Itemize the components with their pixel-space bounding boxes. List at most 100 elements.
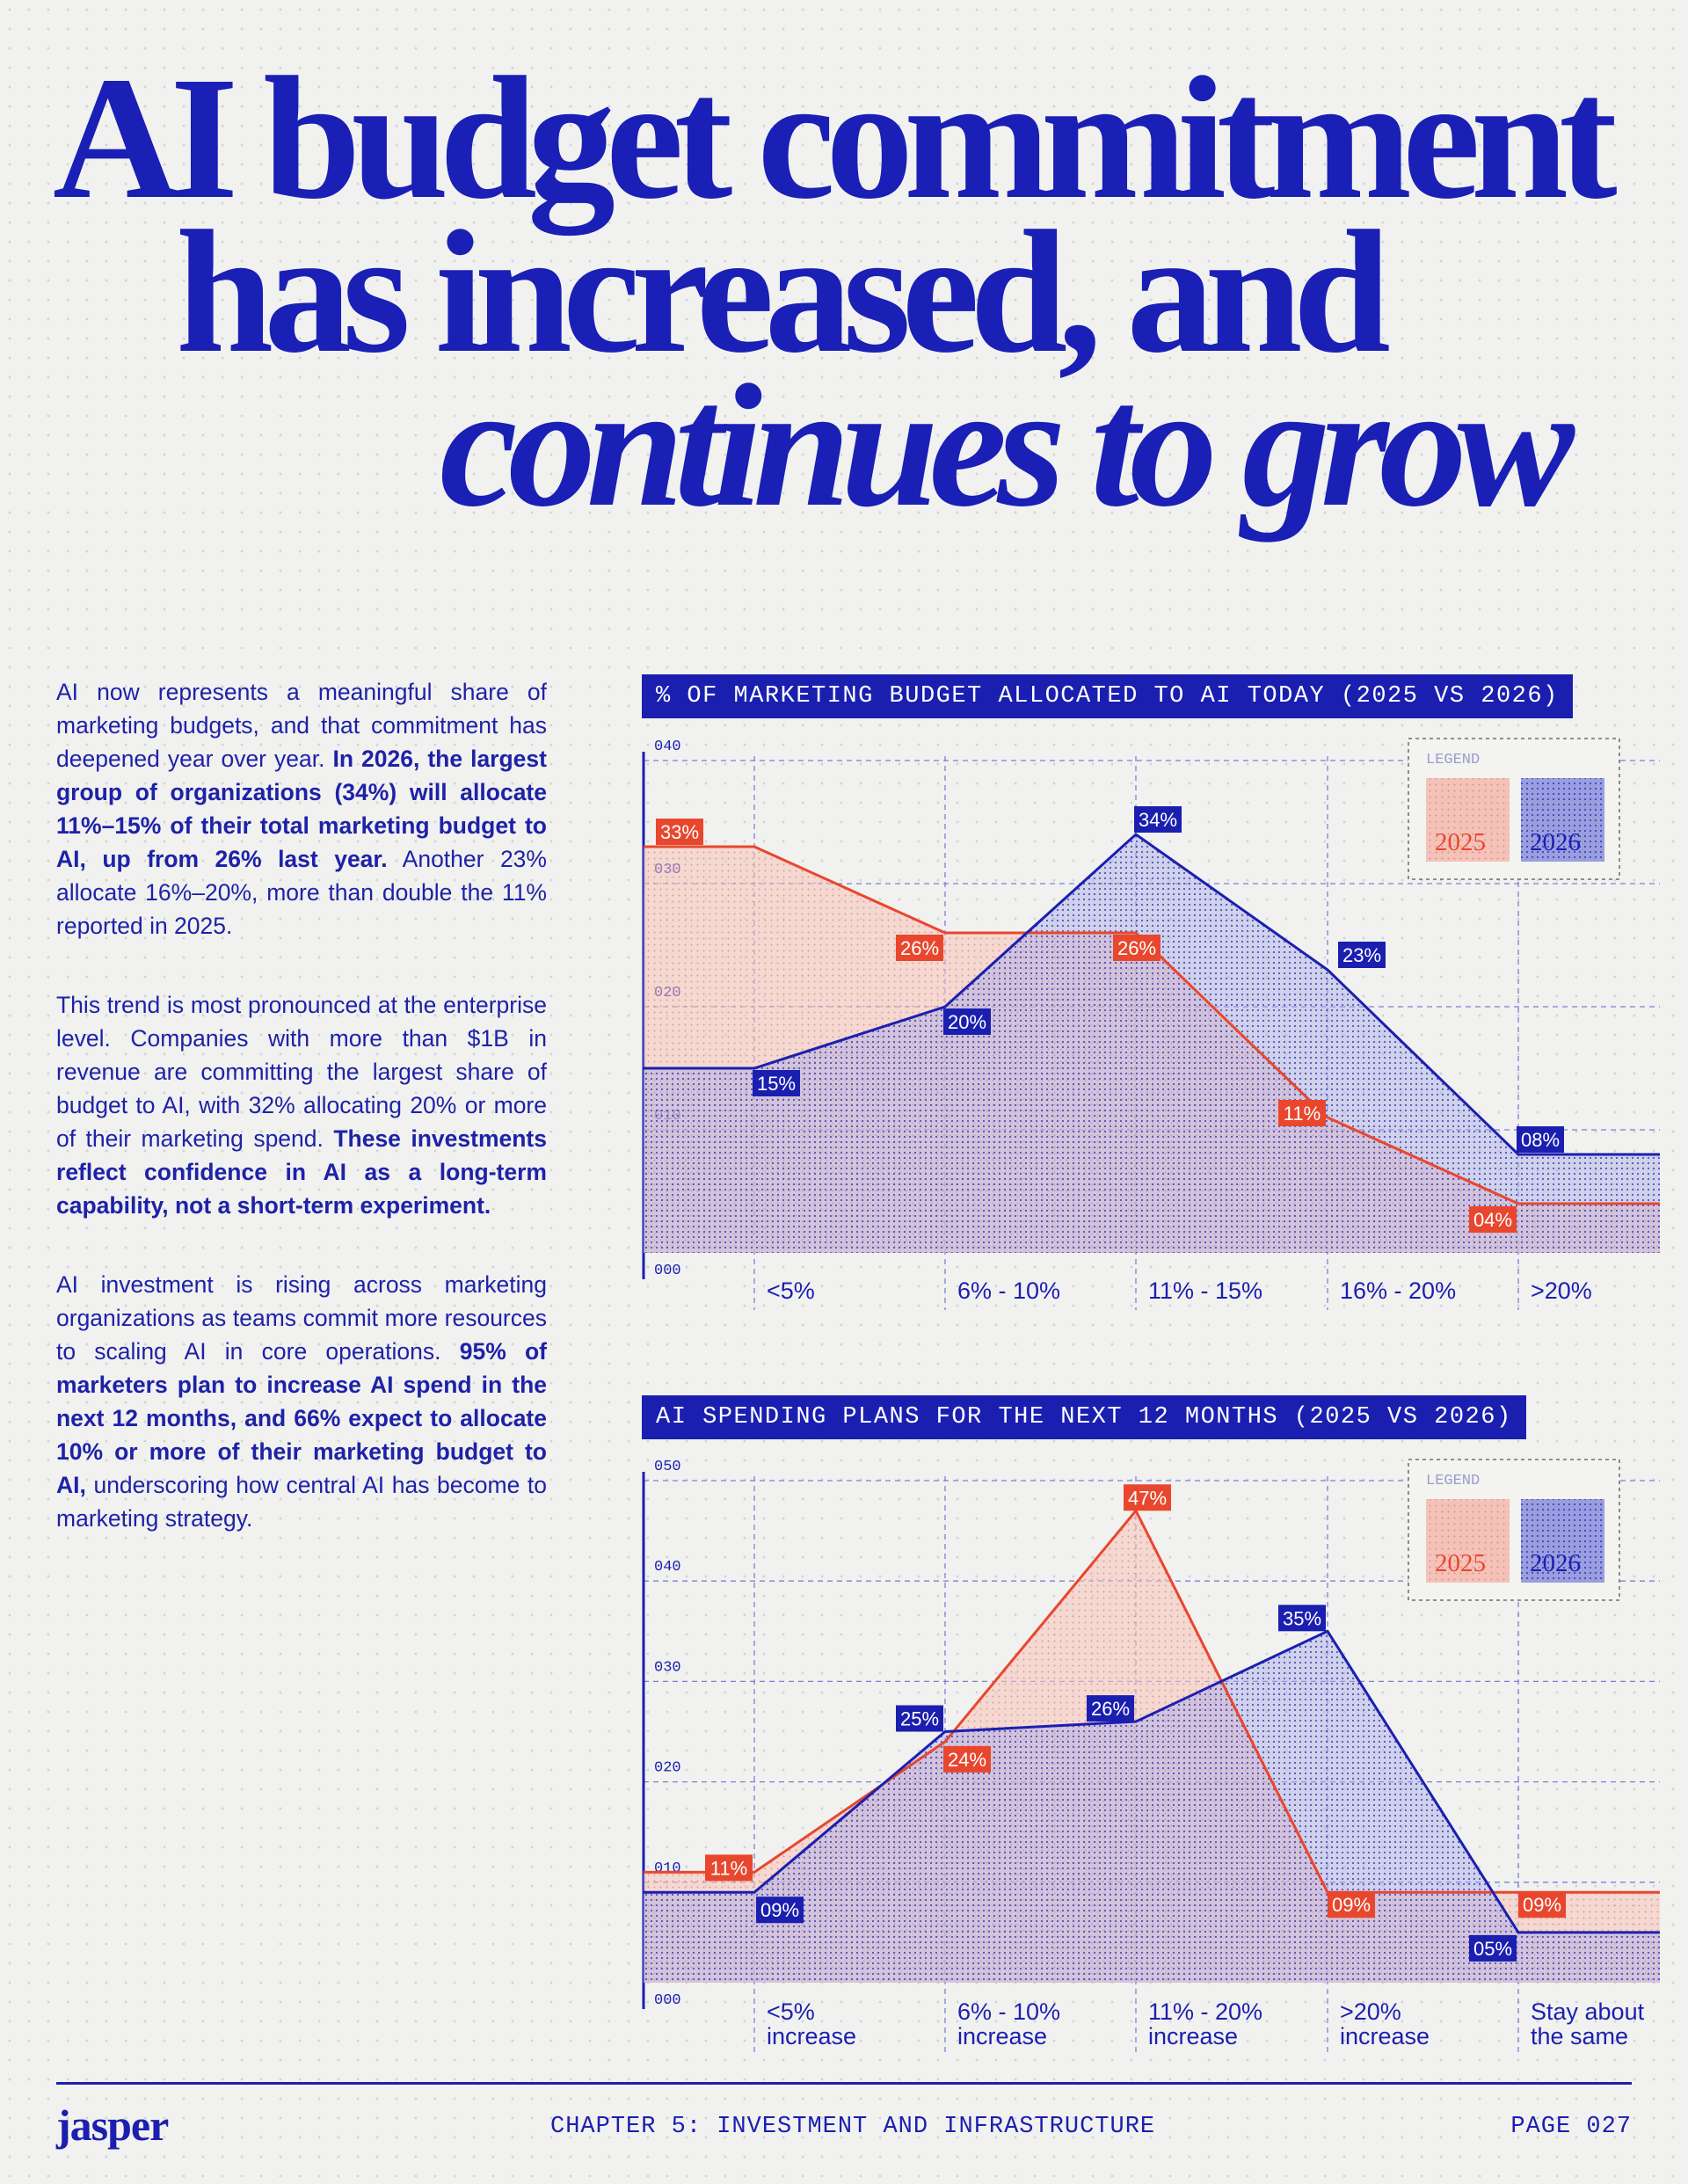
svg-text:26%: 26% xyxy=(1091,1698,1130,1720)
label-2026-3: 35% xyxy=(1278,1605,1326,1632)
label-2026-2: 26% xyxy=(1087,1695,1134,1722)
title-line-3: continues to grow xyxy=(440,349,1575,543)
label-2025-1: 26% xyxy=(896,935,943,961)
x-tick-label: 6% - 10% xyxy=(957,1278,1060,1304)
legend-entry-2026: 2026 xyxy=(1530,1549,1581,1577)
paragraph-3: AI investment is rising across marketing… xyxy=(56,1268,547,1535)
svg-text:20%: 20% xyxy=(948,1011,986,1033)
chart-2: 000 010 020 030 040 050 11% 24% 47% 09% 09% 09% 25% 2… xyxy=(633,1459,1688,2057)
svg-text:26%: 26% xyxy=(900,937,939,959)
page-title: AI budget commitment has increased, and … xyxy=(53,41,1635,543)
svg-text:09%: 09% xyxy=(1332,1894,1371,1916)
paragraph-1: AI now represents a meaningful share of … xyxy=(56,675,547,943)
y-tick-label: 040 xyxy=(654,739,681,755)
x-tick-label: >20% xyxy=(1340,1998,1401,2025)
y-tick-label: 040 xyxy=(654,1559,681,1576)
paragraph-3-highlight: 95% of marketers plan to increase AI spe… xyxy=(56,1338,547,1498)
area-2026-texture xyxy=(644,1631,1660,1983)
jasper-logo: jasper xyxy=(56,2100,169,2150)
paragraph-1-highlight: In 2026, the largest group of organizati… xyxy=(56,746,547,872)
label-2025-0: 33% xyxy=(656,819,703,845)
label-2026-4: 08% xyxy=(1517,1126,1564,1153)
x-tick-label: 11% - 20% xyxy=(1148,1998,1262,2025)
label-2025-3: 11% xyxy=(1278,1100,1326,1126)
line-2025 xyxy=(644,845,1660,1205)
label-2026-0: 09% xyxy=(756,1896,804,1924)
x-tick-label: the same xyxy=(1531,2023,1628,2049)
svg-text:47%: 47% xyxy=(1128,1487,1167,1509)
chart-1-title: % OF MARKETING BUDGET ALLOCATED TO AI TO… xyxy=(642,674,1573,718)
legend-title: LEGEND xyxy=(1426,1473,1480,1489)
label-2026-1: 25% xyxy=(896,1705,943,1732)
svg-text:23%: 23% xyxy=(1342,944,1381,966)
svg-text:09%: 09% xyxy=(760,1899,799,1921)
paragraph-2: This trend is most pronounced at the ent… xyxy=(56,988,547,1222)
paragraph-3-text-a: AI investment is rising across marketing… xyxy=(56,1271,547,1365)
svg-text:04%: 04% xyxy=(1473,1209,1512,1231)
y-tick-label: 020 xyxy=(654,1760,681,1777)
footer-divider xyxy=(56,2082,1632,2085)
label-2026-0: 15% xyxy=(753,1070,800,1096)
x-tick-label: increase xyxy=(767,2023,856,2049)
x-tick-label: 11% - 15% xyxy=(1148,1278,1262,1304)
label-2026-1: 20% xyxy=(943,1008,991,1035)
x-tick-label: increase xyxy=(1340,2023,1430,2049)
paragraph-2-highlight: These investments reflect confidence in … xyxy=(56,1125,547,1219)
x-tick-label: 16% - 20% xyxy=(1340,1278,1456,1304)
x-tick-label: <5% xyxy=(767,1998,815,2025)
svg-text:11%: 11% xyxy=(710,1857,747,1879)
legend: LEGEND 2025 2026 xyxy=(1408,738,1620,880)
label-2026-3: 23% xyxy=(1338,942,1386,968)
y-tick-label: 030 xyxy=(654,1659,681,1676)
chapter-label: CHAPTER 5: INVESTMENT AND INFRASTRUCTURE xyxy=(550,2114,1156,2140)
svg-text:05%: 05% xyxy=(1473,1938,1512,1960)
svg-text:15%: 15% xyxy=(757,1073,796,1095)
area-2026-texture xyxy=(644,834,1660,1253)
label-2025-4: 09% xyxy=(1518,1891,1566,1918)
svg-text:35%: 35% xyxy=(1283,1607,1321,1629)
svg-text:33%: 33% xyxy=(660,821,699,843)
line-2026 xyxy=(644,833,1660,1156)
svg-text:11%: 11% xyxy=(1284,1103,1321,1125)
page-number: PAGE 027 xyxy=(1510,2114,1632,2140)
svg-text:09%: 09% xyxy=(1523,1894,1561,1916)
svg-text:08%: 08% xyxy=(1521,1129,1560,1151)
legend: LEGEND 2025 2026 xyxy=(1408,1459,1620,1601)
svg-text:34%: 34% xyxy=(1139,809,1177,831)
chart-1: 00001002003004033%26%26%11%04%15%20%34%2… xyxy=(633,738,1688,1336)
x-tick-label: increase xyxy=(957,2023,1047,2049)
svg-text:26%: 26% xyxy=(1117,937,1156,959)
paragraph-2-text-a: This trend is most pronounced at the ent… xyxy=(56,992,547,1152)
label-2025-4: 04% xyxy=(1469,1206,1517,1233)
paragraph-1-text-a: AI now represents a meaningful share of … xyxy=(56,679,547,772)
label-2026-4: 05% xyxy=(1469,1934,1517,1962)
label-2025-2: 47% xyxy=(1124,1484,1171,1511)
y-tick-label: 000 xyxy=(654,1992,681,2009)
legend-entry-2025: 2025 xyxy=(1435,1549,1486,1577)
body-text: AI now represents a meaningful share of … xyxy=(56,675,547,1581)
y-tick-label: 000 xyxy=(654,1263,681,1279)
chart-2-title: AI SPENDING PLANS FOR THE NEXT 12 MONTHS… xyxy=(642,1395,1526,1439)
x-tick-label: increase xyxy=(1148,2023,1238,2049)
legend-entry-2025: 2025 xyxy=(1435,828,1486,856)
y-tick-label: 050 xyxy=(654,1459,681,1475)
x-tick-label: 6% - 10% xyxy=(957,1998,1060,2025)
x-tick-label: <5% xyxy=(767,1278,815,1304)
label-2025-2: 26% xyxy=(1113,935,1160,961)
chart-1-svg: 00001002003004033%26%26%11%04%15%20%34%2… xyxy=(642,738,1660,1310)
legend-entry-2026: 2026 xyxy=(1530,828,1581,856)
label-2025-3: 09% xyxy=(1328,1891,1375,1918)
line-2026 xyxy=(644,1629,1660,1934)
legend-title: LEGEND xyxy=(1426,752,1480,768)
label-2025-1: 24% xyxy=(943,1745,991,1773)
x-tick-label: >20% xyxy=(1531,1278,1592,1304)
label-2026-2: 34% xyxy=(1134,806,1182,833)
paragraph-3-text-c: underscoring how central AI has become t… xyxy=(56,1472,547,1532)
title-line-1: AI budget commitment xyxy=(53,41,1618,236)
svg-text:24%: 24% xyxy=(948,1749,986,1771)
title-line-2: has increased, and xyxy=(176,195,1391,389)
paragraph-1-text-c: Another 23% allocate 16%–20%, more than … xyxy=(56,846,547,939)
x-tick-label: Stay about xyxy=(1531,1998,1645,2025)
label-2025-0: 11% xyxy=(705,1854,753,1882)
